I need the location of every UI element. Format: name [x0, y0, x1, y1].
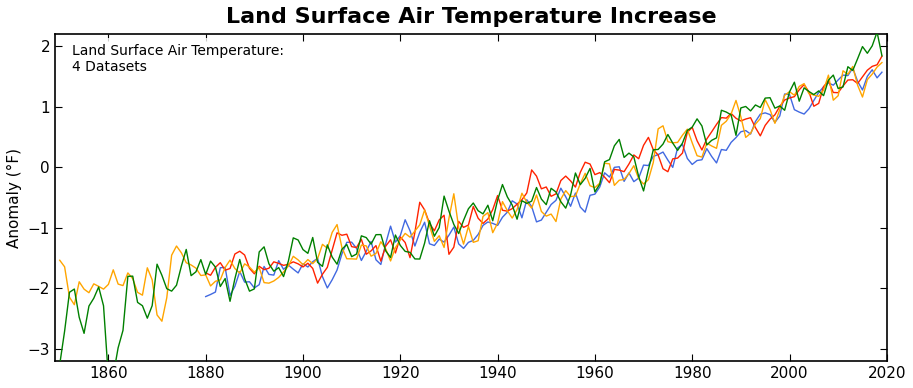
- Y-axis label: Anomaly (°F): Anomaly (°F): [7, 147, 22, 248]
- Title: Land Surface Air Temperature Increase: Land Surface Air Temperature Increase: [226, 7, 716, 27]
- Text: Land Surface Air Temperature:
4 Datasets: Land Surface Air Temperature: 4 Datasets: [71, 44, 284, 74]
